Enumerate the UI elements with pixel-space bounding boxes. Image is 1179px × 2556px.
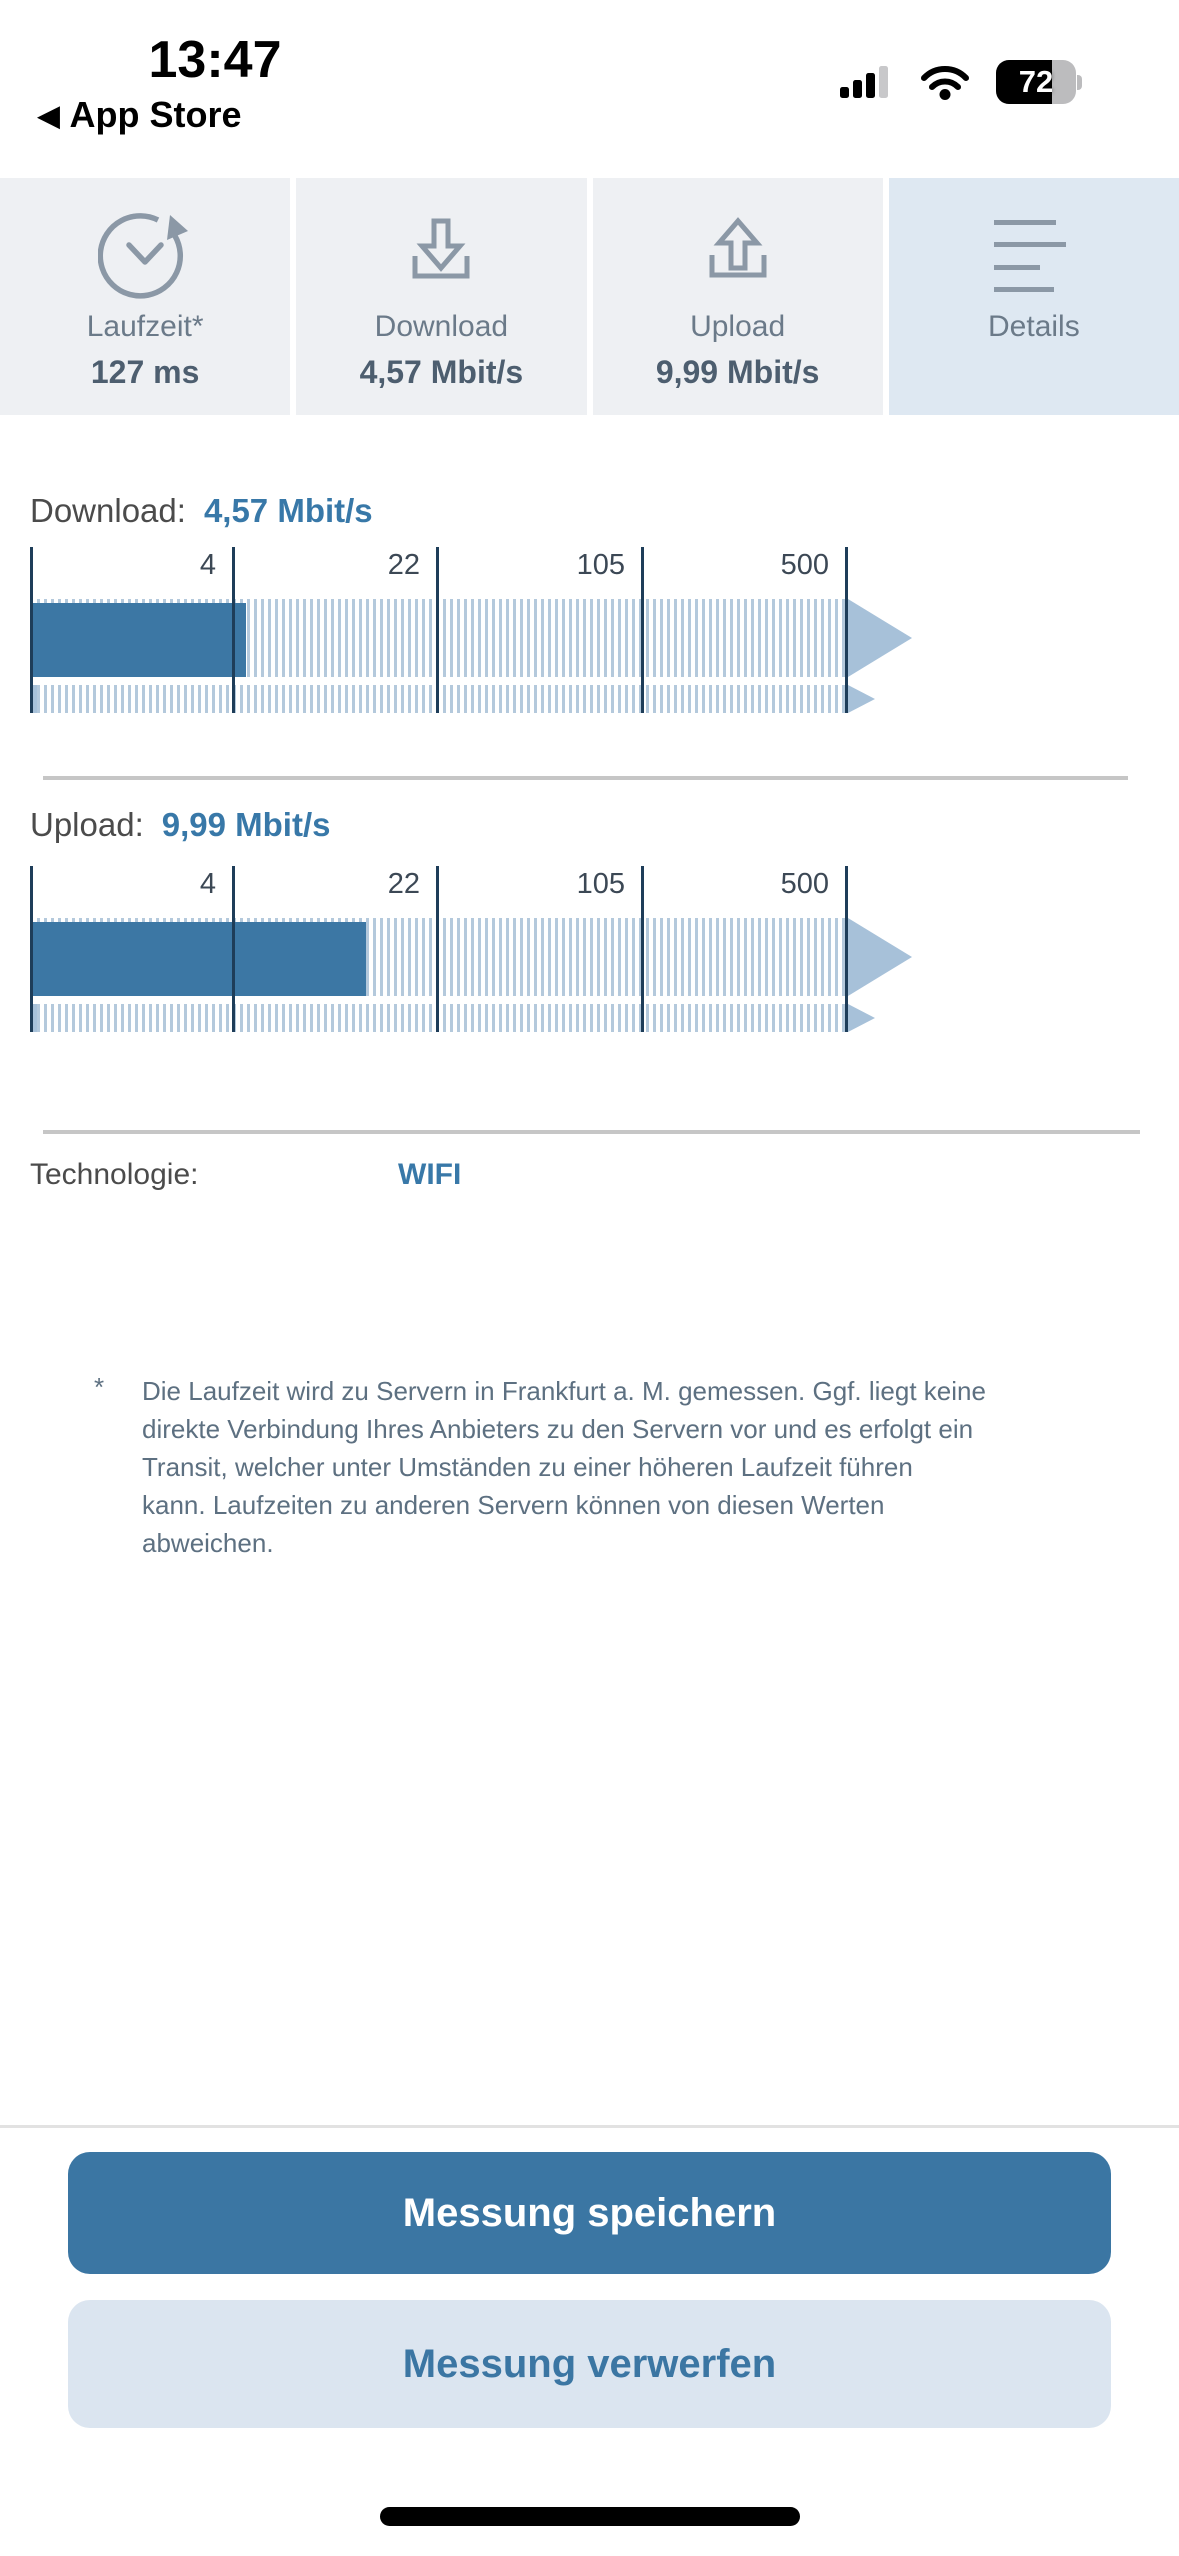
footnote-text: Die Laufzeit wird zu Servern in Frankfur… — [142, 1376, 986, 1558]
gauge-arrow-icon — [848, 918, 912, 996]
discard-measurement-button[interactable]: Messung verwerfen — [68, 2300, 1111, 2428]
tick-label: 22 — [387, 868, 420, 900]
gauge-substrip — [30, 685, 848, 713]
tab-label: Laufzeit* — [86, 310, 204, 343]
download-fill-bar — [30, 603, 246, 677]
substrip-arrow-icon — [848, 1004, 875, 1032]
gauge-arrow-icon — [848, 599, 912, 677]
back-chevron-icon: ◀ — [38, 99, 60, 131]
tick-label: 500 — [780, 868, 829, 900]
tick-line — [845, 866, 848, 1032]
upload-label: Upload: — [30, 806, 144, 843]
wifi-icon — [921, 66, 969, 100]
tab-label: Details — [988, 310, 1080, 343]
upload-value: 9,99 Mbit/s — [161, 806, 331, 843]
save-measurement-button[interactable]: Messung speichern — [68, 2152, 1111, 2274]
battery-fill — [996, 60, 1052, 104]
substrip-cap — [30, 685, 37, 713]
tick-label: 105 — [576, 549, 625, 581]
section-divider — [43, 776, 1128, 780]
tick-label: 500 — [780, 549, 829, 581]
tick-label: 105 — [576, 868, 625, 900]
upload-heading: Upload: 9,99 Mbit/s — [30, 806, 330, 844]
tab-upload[interactable]: Upload 9,99 Mbit/s — [592, 178, 883, 415]
home-indicator[interactable] — [380, 2507, 800, 2526]
upload-gauge: 4 22 105 500 — [30, 866, 930, 1036]
tab-value: 127 ms — [90, 354, 200, 390]
tick-line — [30, 547, 33, 713]
status-time: 13:47 — [148, 31, 282, 89]
tab-label: Upload — [690, 310, 786, 343]
footnote-marker: * — [94, 1372, 105, 1402]
gauge-substrip — [30, 1004, 848, 1032]
tab-value: 9,99 Mbit/s — [655, 354, 820, 390]
clock-refresh-icon — [97, 206, 193, 306]
download-label: Download: — [30, 492, 186, 529]
status-icons: 72 — [840, 60, 1082, 104]
tick-line — [30, 866, 33, 1032]
tick-label: 4 — [199, 868, 216, 900]
tick-line — [641, 547, 644, 713]
battery-percent: 72 — [1018, 64, 1054, 99]
tick-line — [436, 866, 439, 1032]
tick-label: 22 — [387, 549, 420, 581]
tab-download[interactable]: Download 4,57 Mbit/s — [296, 178, 587, 415]
tick-label: 4 — [199, 549, 216, 581]
technology-value: WIFI — [398, 1158, 462, 1191]
actions-divider — [0, 2125, 1179, 2128]
tab-value: 4,57 Mbit/s — [359, 354, 524, 390]
result-tabbar: Laufzeit* 127 ms Download 4,57 Mbit/s Up… — [0, 178, 1179, 415]
cellular-signal-icon — [840, 62, 894, 102]
download-icon — [396, 206, 486, 306]
tick-line — [845, 547, 848, 713]
list-lines-icon — [993, 206, 1074, 306]
tab-label: Download — [374, 310, 509, 343]
download-value: 4,57 Mbit/s — [203, 492, 373, 529]
tick-line — [641, 866, 644, 1032]
technology-label: Technologie: — [30, 1158, 199, 1191]
tab-laufzeit[interactable]: Laufzeit* 127 ms — [0, 178, 291, 415]
tick-line — [232, 866, 235, 1032]
substrip-arrow-icon — [848, 685, 875, 713]
tick-line — [436, 547, 439, 713]
substrip-cap — [30, 1004, 37, 1032]
section-divider — [43, 1130, 1140, 1134]
upload-fill-bar — [30, 922, 366, 996]
back-to-app-store-link[interactable]: ◀ App Store — [38, 94, 242, 136]
download-heading: Download: 4,57 Mbit/s — [30, 492, 373, 530]
battery-cap — [1077, 74, 1082, 90]
back-app-label: App Store — [69, 94, 242, 135]
tick-line — [232, 547, 235, 713]
download-gauge: 4 22 105 500 — [30, 547, 930, 717]
tab-details[interactable]: Details — [888, 178, 1179, 415]
battery-icon: 72 — [996, 60, 1082, 104]
upload-icon — [693, 206, 783, 306]
